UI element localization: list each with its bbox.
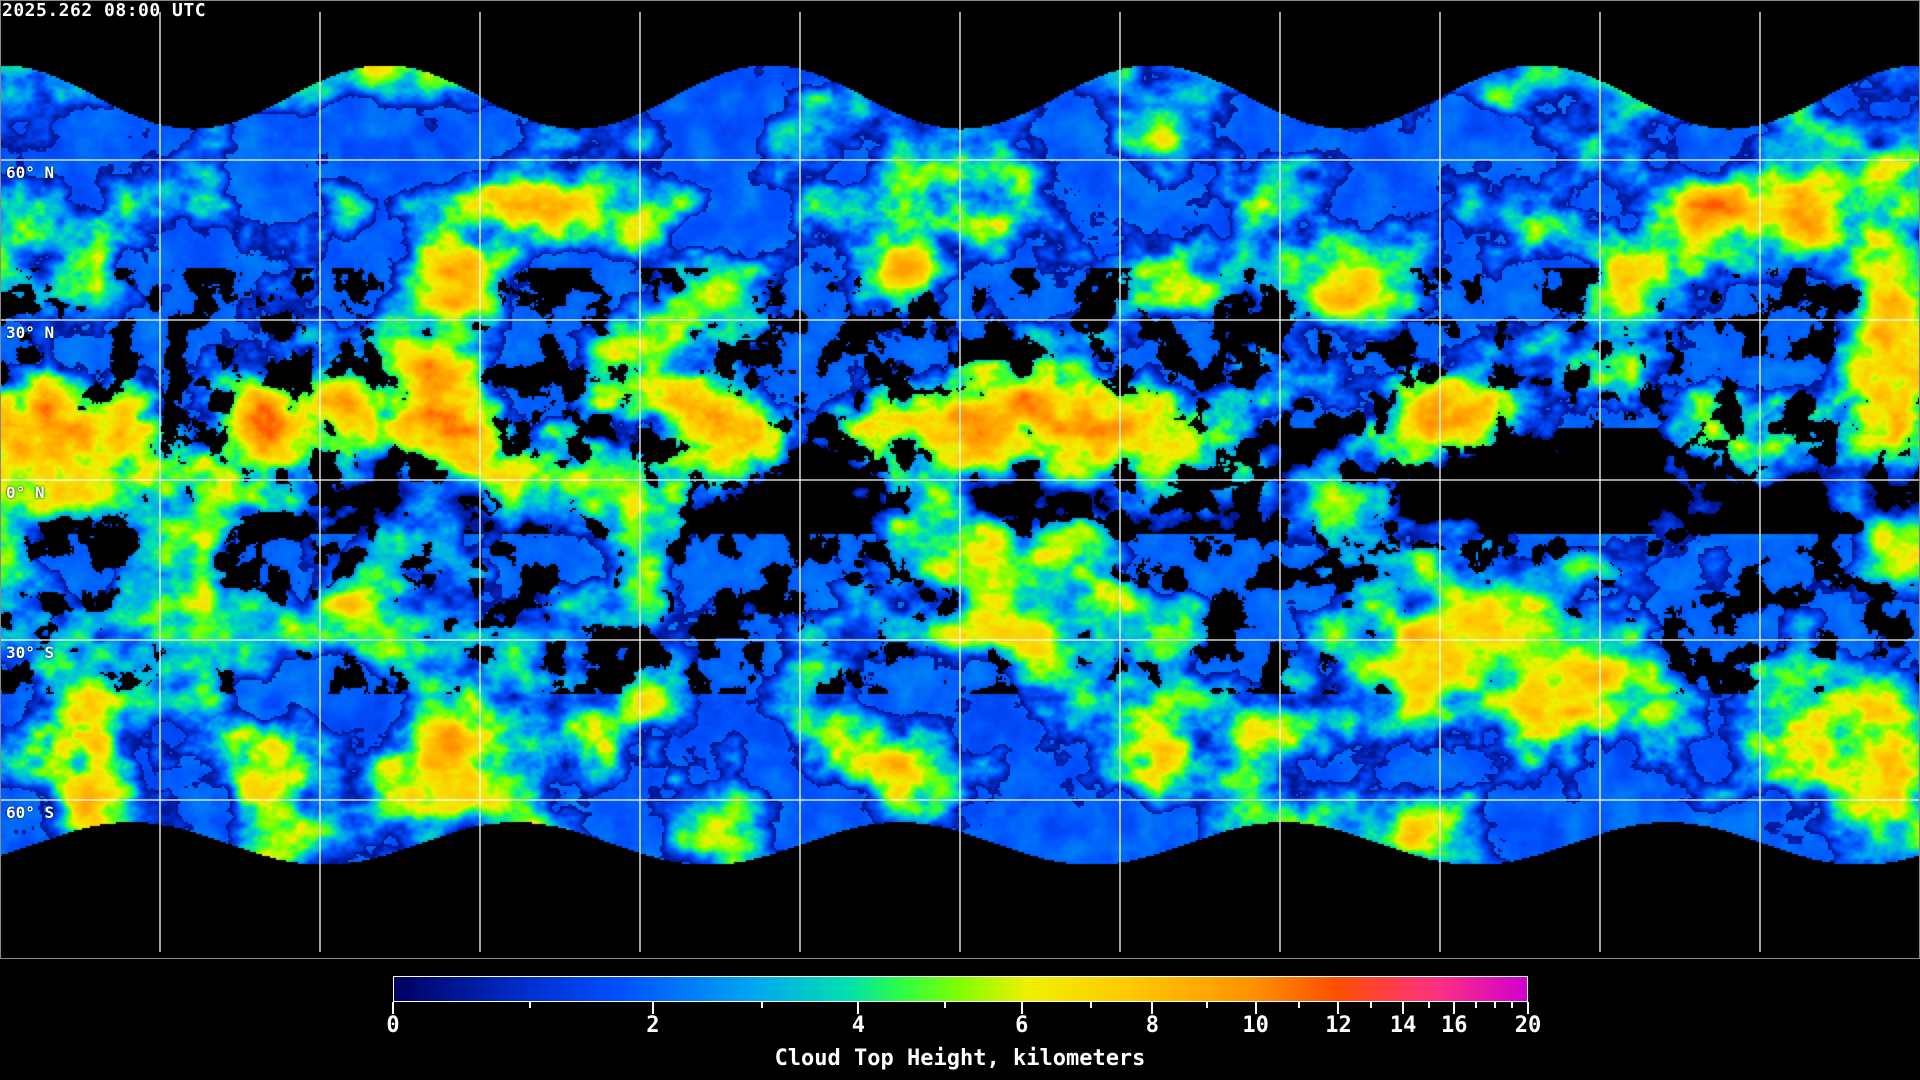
major-tick xyxy=(1527,1002,1529,1014)
tick-label: 0 xyxy=(386,1013,400,1038)
minor-tick xyxy=(943,1002,946,1008)
tick-label: 14 xyxy=(1389,1013,1417,1038)
minor-tick xyxy=(1494,1002,1497,1008)
tick-label: 20 xyxy=(1514,1013,1542,1038)
major-tick xyxy=(1402,1002,1405,1014)
lat-label-60s: 60° S xyxy=(6,803,55,822)
lat-label-60n: 60° N xyxy=(6,163,55,182)
tick-label: 10 xyxy=(1242,1013,1269,1038)
major-tick xyxy=(1337,1002,1340,1014)
tick-label: 16 xyxy=(1440,1013,1468,1038)
lat-label-30n: 30° N xyxy=(6,323,55,342)
tick-label: 12 xyxy=(1325,1013,1352,1038)
tick-label: 8 xyxy=(1145,1013,1159,1038)
minor-tick xyxy=(1428,1002,1431,1008)
major-tick xyxy=(651,1002,654,1014)
colorbar-ticks xyxy=(392,1002,1529,1014)
major-tick xyxy=(1151,1002,1154,1014)
major-tick xyxy=(857,1002,860,1014)
major-tick xyxy=(392,1002,394,1014)
minor-tick xyxy=(1090,1002,1093,1008)
timestamp: 2025.262 08:00 UTC xyxy=(2,0,207,21)
lat-label-30s: 30° S xyxy=(6,643,55,662)
lat-label-0n: 0° N xyxy=(6,483,45,502)
major-tick xyxy=(1254,1002,1257,1014)
colorbar xyxy=(393,976,1528,1002)
minor-tick xyxy=(1370,1002,1373,1008)
tick-label: 4 xyxy=(851,1013,865,1038)
minor-tick xyxy=(529,1002,532,1008)
minor-tick xyxy=(1297,1002,1300,1008)
lat-lon-grid xyxy=(0,0,1920,959)
major-tick xyxy=(1020,1002,1023,1014)
minor-tick xyxy=(1205,1002,1208,1008)
minor-tick xyxy=(1474,1002,1477,1008)
tick-label: 2 xyxy=(646,1013,660,1038)
cloud-top-height-map: 2025.262 08:00 UTC 60° N 30° N 0° N 30° … xyxy=(0,0,1920,960)
minor-tick xyxy=(1511,1002,1514,1008)
major-tick xyxy=(1453,1002,1456,1014)
tick-label: 6 xyxy=(1015,1013,1029,1038)
colorbar-label: Cloud Top Height, kilometers xyxy=(774,1046,1146,1071)
minor-tick xyxy=(760,1002,763,1008)
